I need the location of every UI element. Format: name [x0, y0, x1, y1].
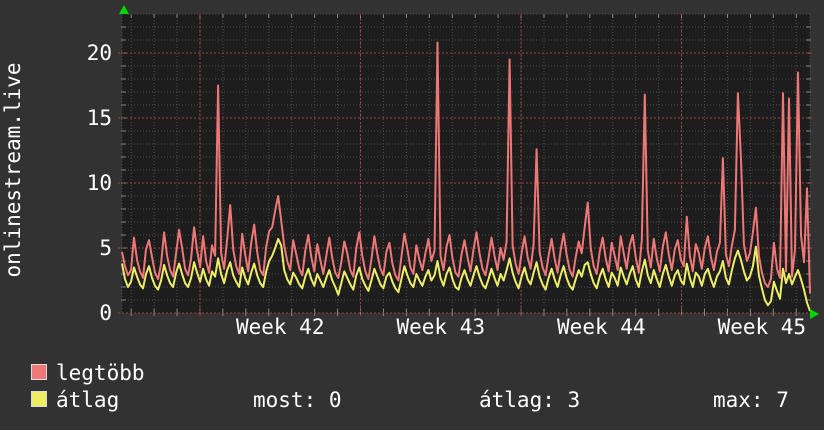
y-tick-label: 5	[99, 236, 112, 260]
y-tick-label: 10	[86, 171, 112, 195]
legend-swatch-atlag	[31, 391, 47, 407]
y-tick-label: 20	[86, 41, 112, 65]
x-axis-arrow-icon	[810, 309, 819, 319]
x-tick-label: Week 42	[235, 315, 325, 339]
stat-atlag: átlag: 3	[479, 388, 581, 412]
stat-most: most: 0	[253, 388, 342, 412]
y-axis-arrow-icon	[119, 5, 129, 14]
series-atlag	[121, 237, 811, 312]
x-tick-label: Week 45	[717, 315, 807, 339]
y-tick-label: 0	[99, 301, 112, 325]
x-tick-label: Week 44	[557, 315, 646, 339]
y-tick-label: 15	[86, 106, 112, 130]
stat-max: max: 7	[713, 388, 789, 412]
legend-swatch-legtobb	[31, 364, 47, 380]
legend-label-atlag: átlag	[56, 388, 120, 412]
x-tick-label: Week 43	[396, 315, 486, 339]
legend-label-legtobb: legtöbb	[56, 361, 145, 385]
series-legtobb	[121, 41, 811, 294]
